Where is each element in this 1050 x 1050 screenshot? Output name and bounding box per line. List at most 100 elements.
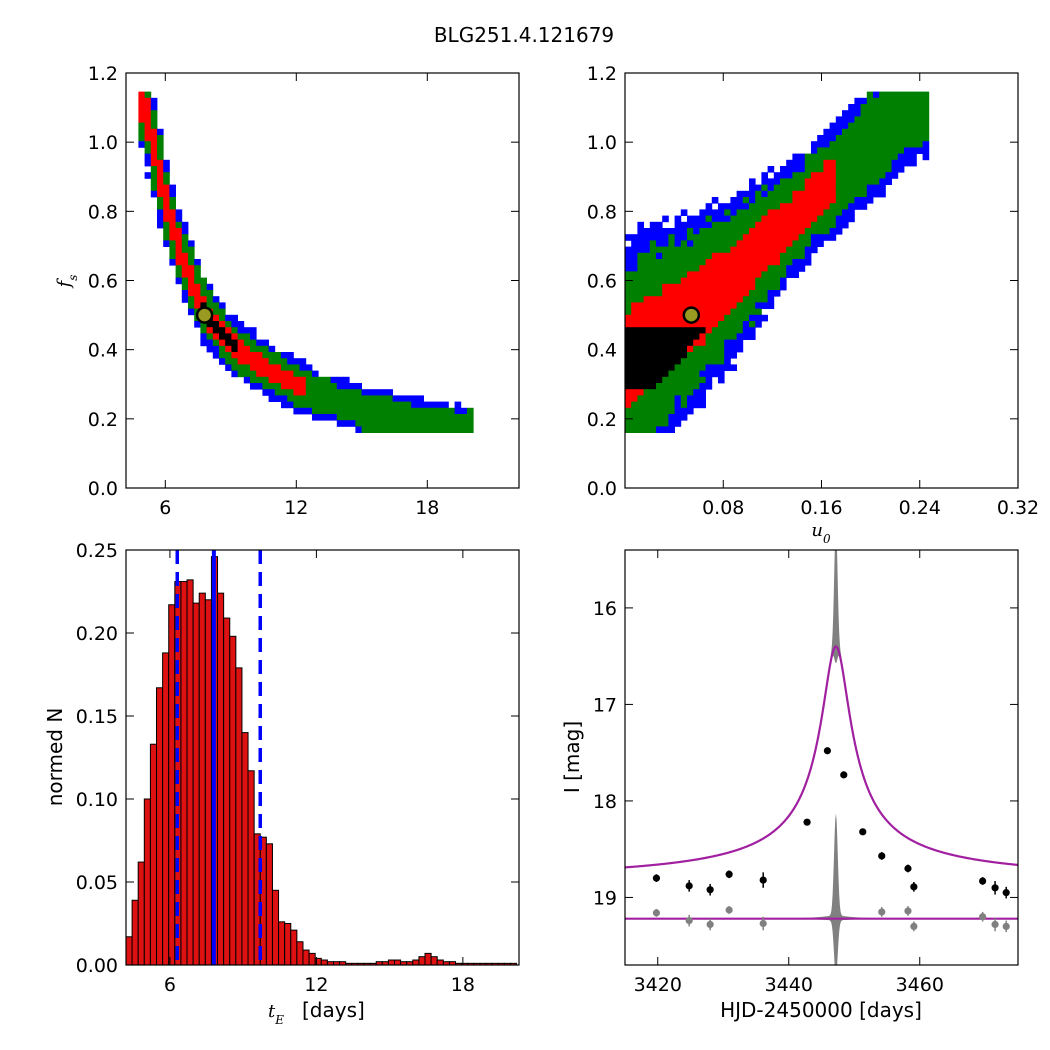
density-cell-2 <box>804 178 812 185</box>
density-cell-3 <box>361 395 369 402</box>
density-cell-3 <box>866 135 874 142</box>
density-cell-1 <box>687 333 694 340</box>
density-cell-2 <box>274 376 282 384</box>
density-cell-3 <box>411 407 418 415</box>
density-cell-3 <box>866 178 874 185</box>
density-cell-3 <box>879 122 886 130</box>
density-cell-4 <box>904 153 911 161</box>
density-cell-4 <box>243 327 251 334</box>
density-cell-2 <box>705 296 713 303</box>
density-cell-1 <box>625 376 632 384</box>
density-cell-4 <box>637 228 644 235</box>
density-cell-3 <box>718 221 725 229</box>
density-cell-3 <box>287 395 294 402</box>
density-cell-3 <box>860 178 868 185</box>
density-cell-4 <box>823 128 830 136</box>
density-cell-3 <box>637 426 644 433</box>
density-cell-3 <box>637 414 644 421</box>
density-cell-2 <box>212 314 220 322</box>
density-cell-3 <box>175 221 183 229</box>
density-cell-2 <box>804 209 812 216</box>
density-cell-3 <box>188 252 195 260</box>
density-cell-2 <box>829 172 837 179</box>
density-cell-3 <box>460 426 468 433</box>
density-cell-3 <box>804 234 812 241</box>
density-cell-4 <box>786 172 793 179</box>
density-cell-2 <box>773 246 781 254</box>
density-cell-3 <box>780 184 787 192</box>
density-cell-4 <box>736 203 744 210</box>
density-cell-3 <box>336 401 344 409</box>
density-cell-2 <box>718 283 725 291</box>
density-cell-4 <box>355 426 362 433</box>
density-cell-3 <box>200 321 207 328</box>
density-cell-4 <box>724 339 731 347</box>
density-cell-1 <box>212 321 220 328</box>
density-cell-3 <box>736 308 744 316</box>
density-cell-3 <box>786 184 793 192</box>
density-cell-1 <box>649 383 657 390</box>
data-point <box>910 883 918 891</box>
density-cell-4 <box>730 364 737 371</box>
density-cell-3 <box>804 240 812 247</box>
density-cell-3 <box>885 153 892 161</box>
density-cell-3 <box>922 104 930 111</box>
density-cell-3 <box>386 401 393 409</box>
density-cell-2 <box>755 246 762 254</box>
density-cell-1 <box>631 333 638 340</box>
density-cell-4 <box>873 184 880 192</box>
density-cell-4 <box>330 376 338 384</box>
density-cell-3 <box>206 302 214 309</box>
density-cell-2 <box>274 364 282 371</box>
density-cell-3 <box>922 135 930 142</box>
density-cell-4 <box>649 234 657 241</box>
density-cell-1 <box>680 339 688 347</box>
density-cell-2 <box>157 178 164 185</box>
density-cell-1 <box>687 327 694 334</box>
density-cell-3 <box>699 246 706 254</box>
density-cell-4 <box>693 228 700 235</box>
density-cell-3 <box>625 308 632 316</box>
density-cell-3 <box>643 401 651 409</box>
density-cell-3 <box>305 376 313 384</box>
density-cell-2 <box>231 333 238 340</box>
density-cell-4 <box>436 401 443 409</box>
density-cell-3 <box>243 364 251 371</box>
density-cell-4 <box>243 376 251 384</box>
plot-area <box>625 550 1018 965</box>
density-cell-2 <box>674 302 682 309</box>
density-cell-3 <box>662 407 669 415</box>
density-cell-4 <box>736 339 744 347</box>
density-cell-3 <box>163 221 170 229</box>
density-cell-4 <box>157 209 164 216</box>
density-cell-3 <box>718 228 725 235</box>
density-cell-2 <box>724 271 731 278</box>
density-cell-4 <box>680 407 688 415</box>
density-cell-3 <box>674 370 682 378</box>
density-cell-1 <box>649 352 657 359</box>
density-cell-3 <box>194 265 201 272</box>
density-cell-3 <box>866 104 874 111</box>
density-cell-4 <box>854 104 861 111</box>
histogram-bar <box>418 956 426 965</box>
density-cell-2 <box>699 308 706 316</box>
density-cell-2 <box>767 209 775 216</box>
residual-point <box>725 906 733 914</box>
density-cell-2 <box>169 221 176 229</box>
density-cell-3 <box>711 240 719 247</box>
density-cell-4 <box>829 135 837 142</box>
density-cell-4 <box>817 240 824 247</box>
residual-point <box>878 908 886 916</box>
density-cell-1 <box>625 345 632 353</box>
density-cell-3 <box>866 91 874 99</box>
density-cell-4 <box>305 407 313 415</box>
density-cell-3 <box>693 345 700 353</box>
residual-point <box>1002 922 1010 930</box>
density-cell-2 <box>181 265 189 272</box>
density-cell-2 <box>631 395 638 402</box>
density-cell-3 <box>705 358 713 365</box>
histogram-bar <box>235 667 243 965</box>
density-cell-3 <box>891 128 899 136</box>
density-cell-3 <box>305 383 313 390</box>
density-cell-4 <box>829 128 837 136</box>
